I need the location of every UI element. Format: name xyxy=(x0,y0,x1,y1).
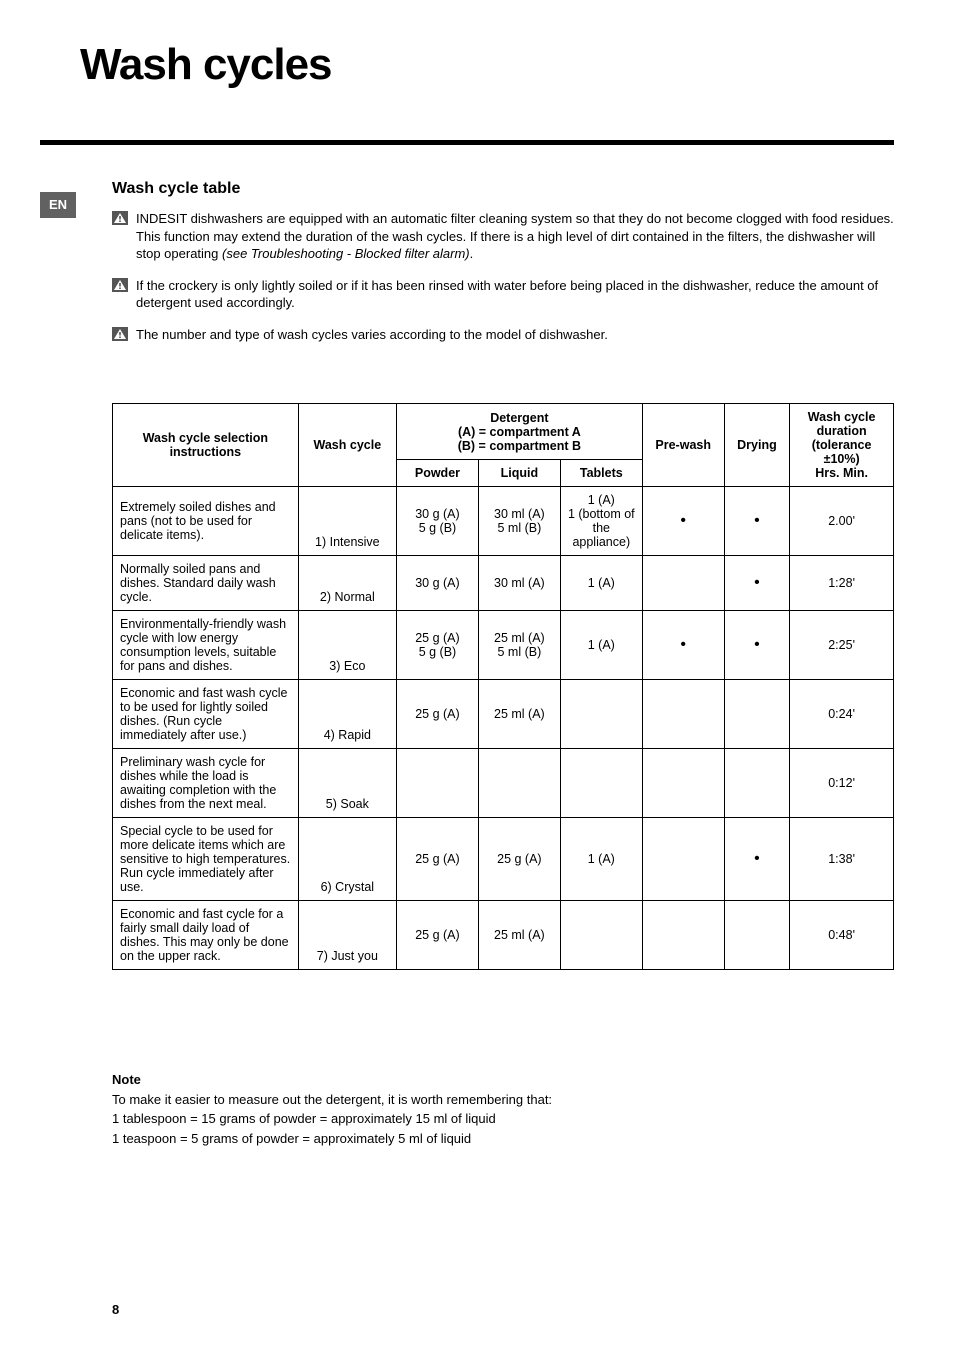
table-cell: • xyxy=(724,611,790,680)
th-liquid: Liquid xyxy=(478,459,560,486)
table-cell: 25 g (A) xyxy=(396,901,478,970)
table-cell xyxy=(724,749,790,818)
table-cell xyxy=(642,749,724,818)
info-text-1-post: . xyxy=(470,246,474,261)
table-cell: 1 (A) xyxy=(560,556,642,611)
table-cell: 30 ml (A) xyxy=(478,556,560,611)
table-cell xyxy=(642,818,724,901)
info-text-2: If the crockery is only lightly soiled o… xyxy=(136,277,894,312)
table-cell: • xyxy=(724,818,790,901)
page-number: 8 xyxy=(112,1302,119,1317)
table-cell: 0:48' xyxy=(790,901,894,970)
section-heading: Wash cycle table xyxy=(112,180,894,198)
table-cell xyxy=(642,556,724,611)
table-cell: Economic and fast wash cycle to be used … xyxy=(113,680,299,749)
table-cell xyxy=(724,901,790,970)
table-cell: 0:24' xyxy=(790,680,894,749)
table-cell: 25 g (A) 5 g (B) xyxy=(396,611,478,680)
table-cell: 25 g (A) xyxy=(396,818,478,901)
info-text-1: INDESIT dishwashers are equipped with an… xyxy=(136,210,894,263)
table-cell: 5) Soak xyxy=(298,749,396,818)
table-cell xyxy=(724,680,790,749)
info-paragraph-3: The number and type of wash cycles varie… xyxy=(112,326,894,344)
warning-icon xyxy=(112,278,128,292)
table-cell xyxy=(478,749,560,818)
table-cell: 25 g (A) xyxy=(396,680,478,749)
table-cell: 30 g (A) 5 g (B) xyxy=(396,487,478,556)
th-prewash: Pre-wash xyxy=(642,404,724,487)
language-tab: EN xyxy=(40,192,76,218)
table-cell: Extremely soiled dishes and pans (not to… xyxy=(113,487,299,556)
table-row: Economic and fast wash cycle to be used … xyxy=(113,680,894,749)
table-cell: 2:25' xyxy=(790,611,894,680)
table-cell: • xyxy=(642,611,724,680)
table-cell xyxy=(642,680,724,749)
warning-icon xyxy=(112,211,128,225)
table-cell xyxy=(642,901,724,970)
table-cell: 25 ml (A) xyxy=(478,680,560,749)
info-text-3: The number and type of wash cycles varie… xyxy=(136,326,894,344)
table-cell: Special cycle to be used for more delica… xyxy=(113,818,299,901)
table-row: Extremely soiled dishes and pans (not to… xyxy=(113,487,894,556)
table-cell: 1 (A) xyxy=(560,818,642,901)
table-cell: 0:12' xyxy=(790,749,894,818)
table-cell: 6) Crystal xyxy=(298,818,396,901)
th-detergent: Detergent (A) = compartment A (B) = comp… xyxy=(396,404,642,460)
table-cell: 1:28' xyxy=(790,556,894,611)
table-cell xyxy=(560,749,642,818)
table-row: Normally soiled pans and dishes. Standar… xyxy=(113,556,894,611)
table-cell: • xyxy=(642,487,724,556)
th-instructions: Wash cycle selection instructions xyxy=(113,404,299,487)
table-cell: • xyxy=(724,487,790,556)
table-cell: 4) Rapid xyxy=(298,680,396,749)
th-tablets: Tablets xyxy=(560,459,642,486)
table-cell: 1:38' xyxy=(790,818,894,901)
table-cell: Economic and fast cycle for a fairly sma… xyxy=(113,901,299,970)
divider xyxy=(40,140,894,145)
table-cell: Environmentally-friendly wash cycle with… xyxy=(113,611,299,680)
table-cell: 1 (A) 1 (bottom of the appliance) xyxy=(560,487,642,556)
table-cell: • xyxy=(724,556,790,611)
info-paragraph-1: INDESIT dishwashers are equipped with an… xyxy=(112,210,894,263)
table-row: Preliminary wash cycle for dishes while … xyxy=(113,749,894,818)
warning-icon xyxy=(112,327,128,341)
table-cell: Preliminary wash cycle for dishes while … xyxy=(113,749,299,818)
th-powder: Powder xyxy=(396,459,478,486)
info-paragraph-2: If the crockery is only lightly soiled o… xyxy=(112,277,894,312)
note-line-3: 1 teaspoon = 5 grams of powder = approxi… xyxy=(112,1129,894,1149)
table-cell: 25 g (A) xyxy=(478,818,560,901)
th-cycle: Wash cycle xyxy=(298,404,396,487)
table-row: Special cycle to be used for more delica… xyxy=(113,818,894,901)
note-block: Note To make it easier to measure out th… xyxy=(112,1070,894,1148)
table-cell: 1 (A) xyxy=(560,611,642,680)
table-cell: 25 ml (A) xyxy=(478,901,560,970)
note-line-1: To make it easier to measure out the det… xyxy=(112,1090,894,1110)
th-duration: Wash cycle duration (tolerance ±10%) Hrs… xyxy=(790,404,894,487)
table-cell: Normally soiled pans and dishes. Standar… xyxy=(113,556,299,611)
table-cell: 7) Just you xyxy=(298,901,396,970)
table-cell xyxy=(560,901,642,970)
wash-cycle-table: Wash cycle selection instructions Wash c… xyxy=(112,403,894,970)
table-row: Economic and fast cycle for a fairly sma… xyxy=(113,901,894,970)
note-line-2: 1 tablespoon = 15 grams of powder = appr… xyxy=(112,1109,894,1129)
info-text-1-em: (see Troubleshooting - Blocked filter al… xyxy=(222,246,470,261)
th-drying: Drying xyxy=(724,404,790,487)
table-cell: 3) Eco xyxy=(298,611,396,680)
table-row: Environmentally-friendly wash cycle with… xyxy=(113,611,894,680)
table-cell: 30 g (A) xyxy=(396,556,478,611)
table-cell: 2) Normal xyxy=(298,556,396,611)
table-cell: 2.00' xyxy=(790,487,894,556)
table-cell xyxy=(396,749,478,818)
table-cell xyxy=(560,680,642,749)
page-title: Wash cycles xyxy=(80,40,894,90)
note-title: Note xyxy=(112,1070,894,1090)
table-cell: 30 ml (A) 5 ml (B) xyxy=(478,487,560,556)
table-cell: 25 ml (A) 5 ml (B) xyxy=(478,611,560,680)
table-cell: 1) Intensive xyxy=(298,487,396,556)
